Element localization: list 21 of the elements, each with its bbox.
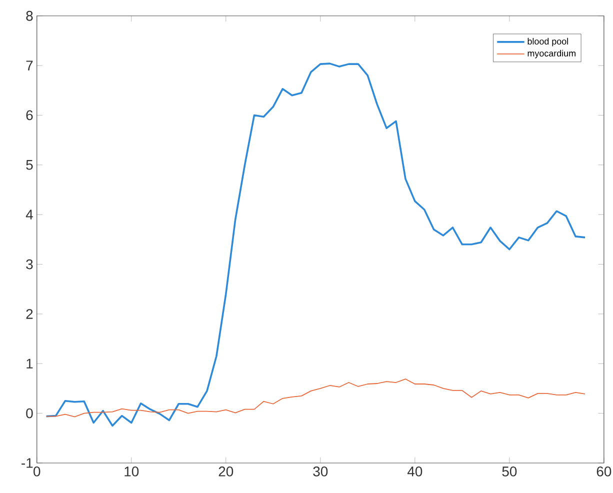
x-tick-label: 60 — [596, 466, 612, 476]
line-series — [45, 62, 586, 427]
y-tick-label: 0 — [26, 408, 33, 418]
y-tick-label: 2 — [26, 309, 33, 319]
x-tick-label: 20 — [218, 466, 234, 476]
y-tick-label: -1 — [22, 458, 33, 468]
x-tick-label: 10 — [124, 466, 139, 476]
y-tick-label: 5 — [26, 160, 33, 170]
line-series — [46, 378, 586, 418]
y-tick-label: 7 — [26, 60, 33, 70]
x-tick-label: 0 — [34, 466, 40, 476]
y-tick-label: 8 — [26, 10, 33, 21]
y-tick-label: 6 — [26, 110, 33, 120]
x-tick-label: 40 — [407, 466, 422, 476]
y-tick-label: 3 — [26, 259, 33, 270]
legend-label: myocardium — [528, 50, 576, 58]
y-tick-label: 1 — [26, 358, 33, 368]
x-tick-label: 30 — [313, 466, 328, 476]
legend-label: blood pool — [528, 38, 568, 46]
y-tick-label: 4 — [26, 210, 33, 220]
x-tick-label: 50 — [502, 466, 517, 476]
